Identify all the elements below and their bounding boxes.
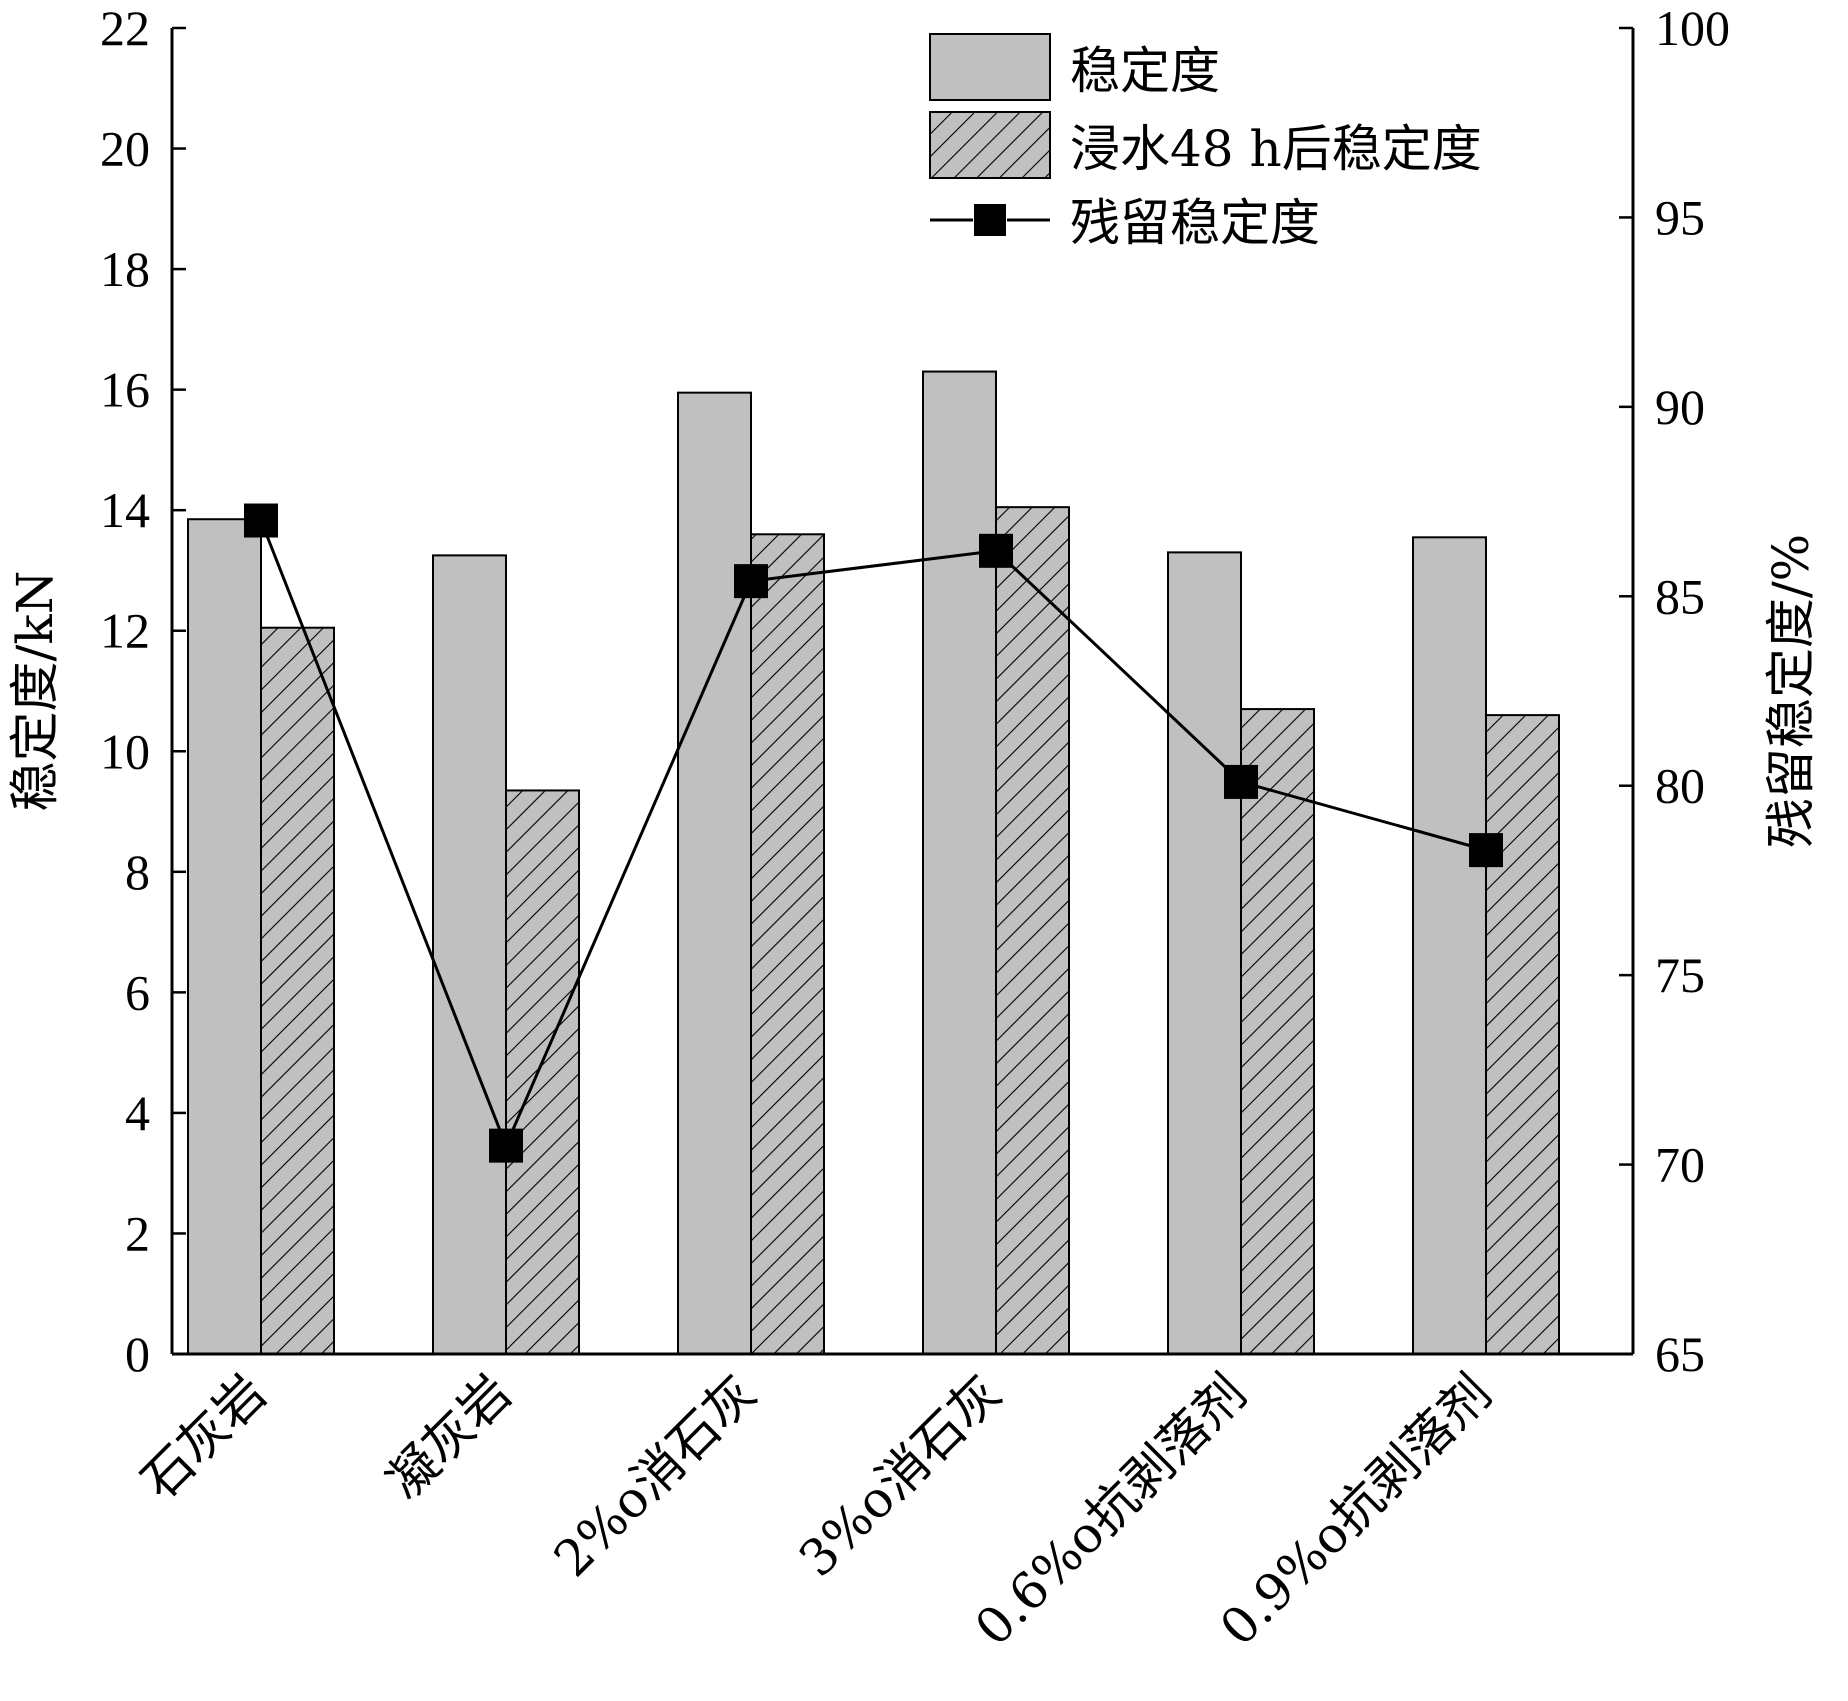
line-residual-stability [259, 519, 1487, 1150]
x-category-label: 2%o消石灰 [543, 1363, 767, 1587]
y-left-tick-label: 14 [100, 482, 150, 538]
bar-stability-48h [260, 626, 335, 1355]
bar-stability [187, 518, 262, 1355]
x-category-label: 石灰岩 [130, 1363, 277, 1510]
bar-stability [677, 391, 752, 1355]
x-category-label: 3%o消石灰 [788, 1363, 1012, 1587]
y-left-tick-label: 22 [100, 0, 150, 56]
y-left-axis-title: 稳定度/kN [6, 571, 64, 812]
bar-stability [922, 370, 997, 1355]
marker-residual-stability [734, 564, 768, 599]
bar-stability [1167, 551, 1242, 1355]
y-left-tick-label: 12 [100, 603, 150, 659]
y-right-tick-label: 70 [1655, 1137, 1705, 1193]
marker-residual-stability [1469, 833, 1503, 868]
marker-residual-stability [979, 533, 1013, 568]
x-category-label: 凝灰岩 [375, 1363, 522, 1510]
y-right-tick-label: 95 [1655, 189, 1705, 245]
y-left-tick-label: 20 [100, 121, 150, 177]
marker-residual-stability [489, 1128, 523, 1163]
bar-stability-48h [505, 789, 580, 1355]
legend-marker-residual-stability [974, 204, 1006, 236]
bar-stability [1412, 536, 1487, 1355]
legend-label-residual-stability: 残留稳定度 [1070, 194, 1320, 252]
y-left-tick-label: 4 [125, 1085, 150, 1141]
y-right-tick-label: 75 [1655, 947, 1705, 1003]
y-right-tick-label: 100 [1655, 0, 1730, 56]
legend-label-stability: 稳定度 [1070, 42, 1220, 100]
y-left-tick-label: 18 [100, 241, 150, 297]
y-right-axis-title: 残留稳定度/% [1762, 534, 1820, 848]
bar-stability [432, 554, 507, 1355]
bar-stability-48h [750, 533, 825, 1355]
y-right-tick-label: 65 [1655, 1326, 1705, 1382]
plot-area: 0 2 4 6 8 10 12 14 16 18 20 22 65 70 75 80 85 90 95 100 石灰岩凝… [6, 0, 1820, 1657]
legend-swatch-stability [929, 33, 1051, 101]
y-right-tick-label: 85 [1655, 568, 1705, 624]
y-right-tick-label: 90 [1655, 379, 1705, 435]
y-left-tick-label: 8 [125, 844, 150, 900]
marker-residual-stability [244, 503, 278, 538]
y-left-tick-label: 6 [125, 964, 150, 1020]
y-left-tick-label: 16 [100, 362, 150, 418]
y-right-tick-label: 80 [1655, 758, 1705, 814]
legend-label-stability-48h: 浸水48 h后稳定度 [1070, 120, 1482, 178]
y-left-tick-label: 10 [100, 723, 150, 779]
y-left-tick-label: 2 [125, 1205, 150, 1261]
y-left-tick-label: 0 [125, 1326, 150, 1382]
legend-swatch-stability-48h [929, 111, 1051, 179]
bar-stability-48h [1240, 708, 1315, 1355]
bar-stability-48h [995, 506, 1070, 1356]
marker-residual-stability [1224, 764, 1258, 799]
bar-stability-48h [1485, 714, 1560, 1355]
